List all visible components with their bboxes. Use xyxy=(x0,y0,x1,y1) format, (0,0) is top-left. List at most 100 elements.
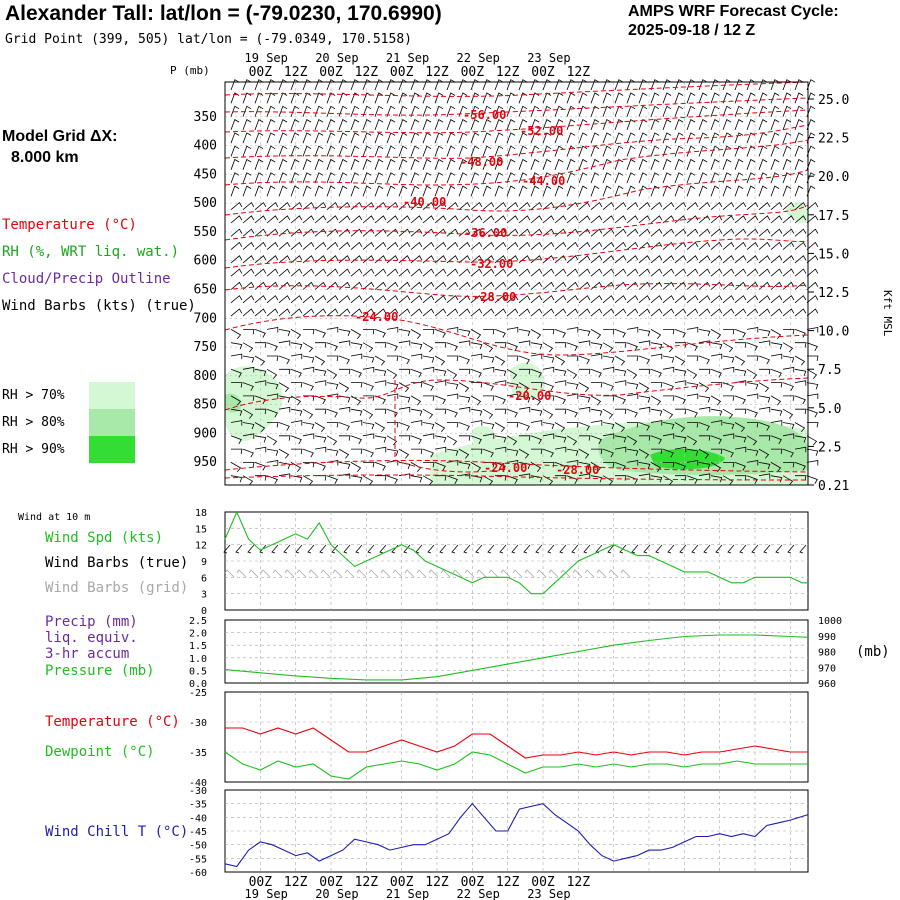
wind-barb xyxy=(374,172,384,184)
surface-wind-barb-grid xyxy=(416,569,427,578)
wind-barb xyxy=(506,342,518,352)
top-hour-label: 00Z xyxy=(390,65,414,80)
wind-barb xyxy=(506,382,519,390)
wind-barb xyxy=(746,255,759,264)
wind-barb xyxy=(446,158,456,170)
wind-barb xyxy=(266,241,279,250)
surface-wind-barb-true xyxy=(427,544,435,554)
wind-barb xyxy=(398,295,411,304)
wind-barb xyxy=(590,295,603,304)
wind-barb xyxy=(734,462,746,471)
wind-barb xyxy=(386,475,398,485)
wind-barb xyxy=(242,158,252,170)
wind-barb xyxy=(362,355,375,363)
wind-barb xyxy=(254,380,267,386)
wind-barb xyxy=(698,105,708,117)
wind-barb xyxy=(675,408,687,415)
wind-barb xyxy=(794,329,806,338)
wind-barb xyxy=(422,255,435,264)
wind-barb xyxy=(614,79,624,91)
wind-barb xyxy=(422,422,435,430)
wind-barb xyxy=(614,462,626,471)
wind-barb xyxy=(350,329,362,339)
wind-barb xyxy=(554,308,567,317)
precip-accum-label: 3-hr accum xyxy=(45,646,130,662)
wind-barb xyxy=(794,79,804,91)
wind-barb xyxy=(542,119,552,131)
wind-barb xyxy=(794,145,804,157)
wind-barb xyxy=(747,355,759,361)
wind-barb xyxy=(482,92,492,104)
wind-barb xyxy=(506,327,519,333)
wind-barb xyxy=(698,172,708,184)
wind-barb xyxy=(267,422,279,428)
wind-barb xyxy=(326,393,339,399)
wind-barb xyxy=(638,308,651,317)
wind-barb xyxy=(386,119,396,131)
wind-barb xyxy=(291,382,303,388)
wind-barb xyxy=(555,408,567,415)
wind-barb xyxy=(290,368,302,378)
wind-barb xyxy=(302,382,314,391)
wind-barb xyxy=(278,340,291,346)
wind-barb xyxy=(506,215,519,224)
wind-barb xyxy=(542,228,555,237)
wind-barb xyxy=(554,158,564,170)
wind-barb xyxy=(794,380,807,386)
wind-barb xyxy=(302,201,315,211)
wind-barb xyxy=(506,295,519,304)
wind-barb xyxy=(590,408,603,416)
wind-barb xyxy=(602,308,615,317)
wind-barb xyxy=(506,460,519,466)
surface-wind-barb-grid xyxy=(284,569,295,578)
wind-barb xyxy=(494,145,504,157)
wind-barb xyxy=(363,395,375,401)
wind-barb xyxy=(806,268,819,277)
wind-barb xyxy=(674,295,687,304)
wind-barb xyxy=(374,241,387,250)
wind-barb xyxy=(674,145,684,157)
wind-barb xyxy=(686,132,696,144)
wind-barb xyxy=(410,158,420,170)
wind-barb xyxy=(530,92,540,104)
wind-barb xyxy=(759,368,771,375)
legend-rh80-label: RH > 80% xyxy=(2,415,65,430)
wind-barb xyxy=(566,92,576,104)
wind-barb xyxy=(314,422,326,433)
wind-barb xyxy=(494,241,507,250)
wind-barb xyxy=(315,408,327,415)
wind-barb xyxy=(578,329,591,337)
wind-barb xyxy=(734,308,747,317)
wind-barb xyxy=(542,79,552,91)
wind-barb xyxy=(326,201,339,211)
wind-barb xyxy=(758,185,768,197)
surface-wind-barb-true xyxy=(271,544,279,554)
height-axis-label: Kft MSL xyxy=(881,290,894,337)
wind-barb xyxy=(290,342,303,350)
height-tick-label: 20.0 xyxy=(818,170,849,185)
rh80-region xyxy=(598,416,808,475)
wind-barb xyxy=(578,268,591,277)
pressure-tick-label: 350 xyxy=(194,110,217,125)
wind-barb xyxy=(350,241,363,250)
wind-barb xyxy=(518,79,528,91)
wind-barb xyxy=(806,281,819,290)
wind-barb xyxy=(542,342,554,353)
wind-barb xyxy=(362,185,372,197)
wind-barb xyxy=(794,355,806,366)
pressure-tick-label: 850 xyxy=(194,398,217,413)
wind-barb xyxy=(398,172,408,184)
pressure-tick-label: 450 xyxy=(194,167,217,182)
wind-barb xyxy=(398,448,410,459)
rh70-region-small xyxy=(471,425,496,450)
wind-barb xyxy=(266,448,279,456)
wind-barb xyxy=(338,241,351,250)
wind-barb xyxy=(338,119,348,131)
pressure-tick-label: 990 xyxy=(818,632,836,643)
wind-barb xyxy=(410,201,423,211)
wind-barb xyxy=(458,382,470,393)
wind-barb xyxy=(638,79,648,91)
wind-barb xyxy=(722,268,735,277)
wind-barb xyxy=(782,366,795,373)
wind-barb xyxy=(650,408,663,416)
